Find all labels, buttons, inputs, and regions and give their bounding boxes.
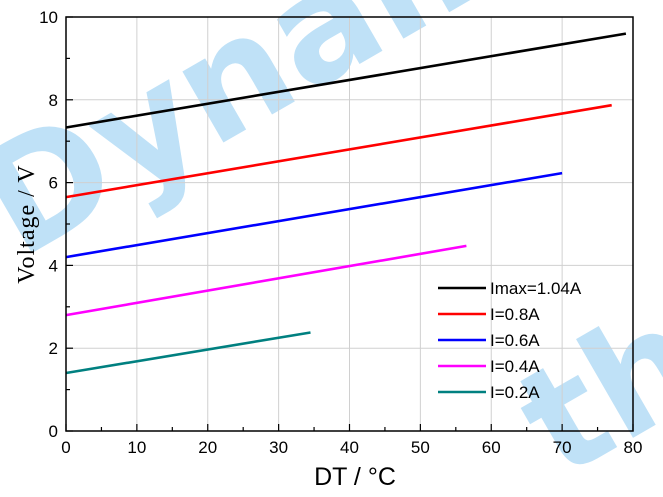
x-tick-labels: 0 10 20 30 40 50 60 70 80 (61, 438, 642, 457)
series-line-5 (65, 331, 311, 375)
y-tick-label: 2 (49, 339, 58, 358)
axis-ticks (65, 16, 634, 432)
legend-label-2: I=0.8A (490, 305, 540, 324)
legend-label-3: I=0.6A (490, 331, 540, 350)
x-tick-label: 70 (553, 438, 572, 457)
x-tick-label: 10 (127, 438, 146, 457)
series-line-4 (65, 244, 467, 317)
x-tick-label: 30 (269, 438, 288, 457)
x-tick-label: 60 (482, 438, 501, 457)
y-tick-label: 0 (49, 422, 58, 441)
series-line-3 (65, 171, 563, 259)
series-lines (65, 32, 627, 375)
legend-label-1: Imax=1.04A (490, 279, 582, 298)
series-line-1 (65, 32, 627, 129)
x-tick-label: 80 (624, 438, 643, 457)
x-tick-label: 40 (340, 438, 359, 457)
y-tick-label: 6 (49, 174, 58, 193)
series-line-2 (65, 103, 612, 199)
legend: Imax=1.04A I=0.8A I=0.6A I=0.4A I=0.2A (438, 279, 582, 402)
legend-label-4: I=0.4A (490, 357, 540, 376)
y-tick-labels: 0 2 4 6 8 10 (39, 8, 58, 441)
y-tick-label: 10 (39, 8, 58, 27)
y-tick-label: 8 (49, 91, 58, 110)
x-tick-label: 50 (411, 438, 430, 457)
y-tick-label: 4 (49, 256, 58, 275)
legend-label-5: I=0.2A (490, 383, 540, 402)
y-axis-title: Voltage / V (14, 164, 40, 283)
x-tick-label: 20 (198, 438, 217, 457)
x-tick-label: 0 (61, 438, 70, 457)
x-axis-title: DT / °C (314, 463, 396, 491)
grid (66, 17, 633, 431)
